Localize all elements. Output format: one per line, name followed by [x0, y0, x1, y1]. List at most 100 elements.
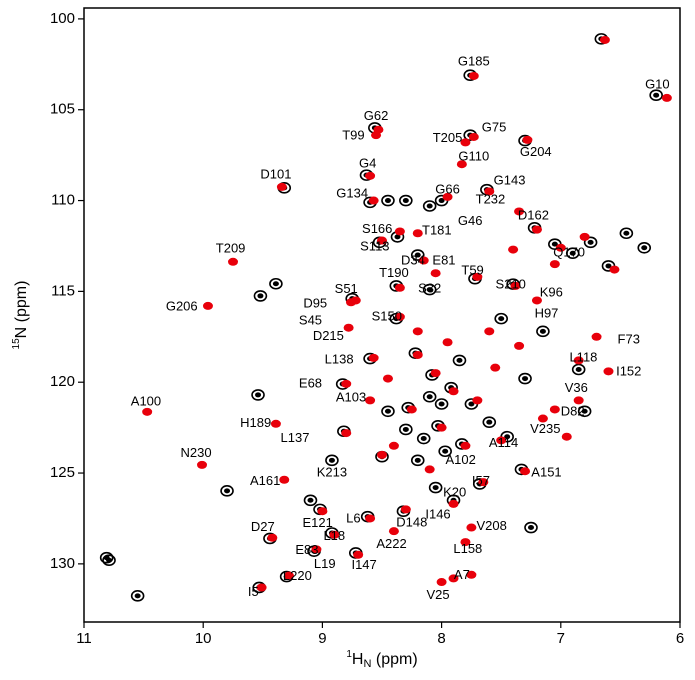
peak-contour	[619, 227, 634, 240]
peak-label: A222	[376, 536, 406, 551]
peak-label: I152	[616, 363, 641, 378]
peak-contour	[399, 194, 413, 207]
peak	[382, 374, 393, 383]
y-tick-label: 130	[50, 555, 75, 572]
x-axis-label: 1HN (ppm)	[346, 649, 417, 670]
peak-contour-inner	[402, 426, 409, 432]
peak-label: S150	[372, 308, 402, 323]
peak-contour-inner	[442, 448, 449, 454]
peak	[522, 135, 533, 144]
peak-contour	[524, 521, 538, 534]
peak-contour-inner	[528, 525, 534, 531]
peak-label: A114	[489, 435, 518, 450]
peak-contour-inner	[402, 198, 409, 204]
peak-contour-inner	[414, 457, 421, 463]
peak-contour-inner	[581, 408, 588, 414]
peak-label: D162	[518, 207, 549, 222]
peak	[365, 514, 376, 523]
peak-contour	[571, 363, 586, 376]
peak	[531, 225, 542, 234]
peak-label: S32	[418, 280, 441, 295]
peak-label: D101	[260, 166, 291, 181]
peak-label: G62	[364, 108, 389, 123]
peak-label: T190	[379, 265, 409, 280]
peak-contour	[410, 454, 425, 467]
peak-contour	[325, 454, 339, 467]
peak-contour	[428, 481, 443, 494]
peak	[456, 160, 467, 169]
x-label-sup: 1	[346, 649, 352, 660]
y-label-sup: 15	[11, 338, 22, 350]
peak-label: V235	[530, 421, 560, 436]
peak	[508, 245, 519, 254]
peak-label: L138	[325, 351, 354, 366]
plot-area	[99, 33, 672, 602]
peak	[343, 323, 354, 332]
peak	[329, 530, 340, 539]
x-label-main: H	[352, 651, 364, 668]
peak-contour-inner	[328, 457, 335, 463]
peak-label: D82	[561, 403, 585, 418]
peak-contour	[422, 283, 437, 296]
peak	[388, 527, 399, 536]
peak-label: S210	[496, 276, 526, 291]
peak-label: S166	[362, 221, 392, 236]
x-label-unit: (ppm)	[371, 651, 417, 668]
peak-label: K96	[540, 284, 563, 299]
peak	[424, 465, 435, 474]
peak	[256, 583, 267, 592]
peak	[341, 429, 352, 438]
peak-contour-inner	[307, 497, 314, 503]
peak	[142, 407, 153, 416]
peak	[520, 467, 531, 476]
peak-contour	[494, 312, 509, 325]
peak-contour-inner	[468, 401, 475, 407]
peak-label: K213	[317, 464, 347, 479]
peak	[460, 538, 471, 547]
peak-contour-inner	[255, 392, 262, 398]
peak-contour	[452, 354, 467, 367]
peak-contour-inner	[426, 287, 433, 293]
peak	[484, 327, 495, 336]
peak	[368, 196, 379, 205]
peak-contour	[649, 89, 663, 101]
peak-label: T59	[461, 262, 483, 277]
peak-label: G110	[458, 148, 489, 163]
peak	[609, 265, 620, 274]
peak-label: G206	[166, 298, 198, 313]
peak	[466, 570, 477, 579]
peak-contour	[637, 241, 652, 254]
peak	[442, 338, 453, 347]
peak	[394, 283, 405, 292]
peak-label: S113	[360, 238, 389, 253]
peak	[371, 131, 382, 140]
peak	[537, 414, 548, 423]
peak	[418, 256, 429, 265]
peak	[472, 396, 483, 405]
peak-contour	[381, 194, 395, 207]
peak	[341, 379, 352, 388]
peak	[284, 571, 295, 580]
peak-label: E68	[299, 375, 322, 390]
peak-label: V25	[426, 587, 449, 602]
peak	[573, 396, 584, 405]
peak-label: D95	[303, 295, 327, 310]
peak-label: N230	[181, 445, 212, 460]
peak	[472, 272, 483, 281]
peak-label: S51	[335, 281, 358, 296]
peak-label: A102	[445, 452, 475, 467]
peak-contour-inner	[539, 328, 546, 334]
peak	[388, 441, 399, 450]
peak-label: G4	[359, 155, 376, 170]
peak	[279, 475, 290, 484]
peak	[484, 187, 495, 196]
y-axis-label: 15N (ppm)	[11, 281, 31, 350]
peak-label: T181	[422, 222, 452, 237]
peak	[394, 312, 405, 321]
peak	[448, 574, 459, 583]
peak	[394, 227, 405, 236]
peak-label: L19	[314, 556, 336, 571]
peak-contour	[99, 551, 114, 564]
y-tick-label: 125	[50, 464, 75, 481]
